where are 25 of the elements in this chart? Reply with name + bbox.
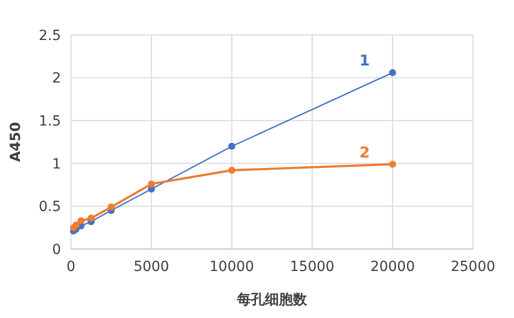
point <box>108 204 115 211</box>
y-tick-label: 1.5 <box>38 114 61 130</box>
x-axis-title: 每孔细胞数 <box>236 292 308 308</box>
x-tick-label: 25000 <box>450 259 496 275</box>
point <box>72 222 80 229</box>
x-tick-label: 0 <box>66 259 76 275</box>
y-tick-label: 2 <box>52 70 61 87</box>
y-axis-title: A450 <box>8 122 24 162</box>
point <box>78 217 85 224</box>
point <box>88 214 95 222</box>
series-label: 1 <box>359 52 370 70</box>
y-tick-label: 0 <box>52 242 61 258</box>
y-tick-label: 1 <box>52 156 61 172</box>
point <box>389 69 396 76</box>
series-label: 2 <box>359 143 370 162</box>
y-tick-label: 0.5 <box>38 199 61 216</box>
x-tick-label: 20000 <box>370 259 415 275</box>
point <box>228 166 236 174</box>
point <box>228 142 236 150</box>
x-tick-label: 5000 <box>134 259 170 275</box>
x-tick-label: 10000 <box>210 259 254 275</box>
point <box>389 160 396 168</box>
point <box>148 180 155 188</box>
x-tick-label: 15000 <box>290 259 334 275</box>
y-tick-label: 2.5 <box>38 28 61 44</box>
